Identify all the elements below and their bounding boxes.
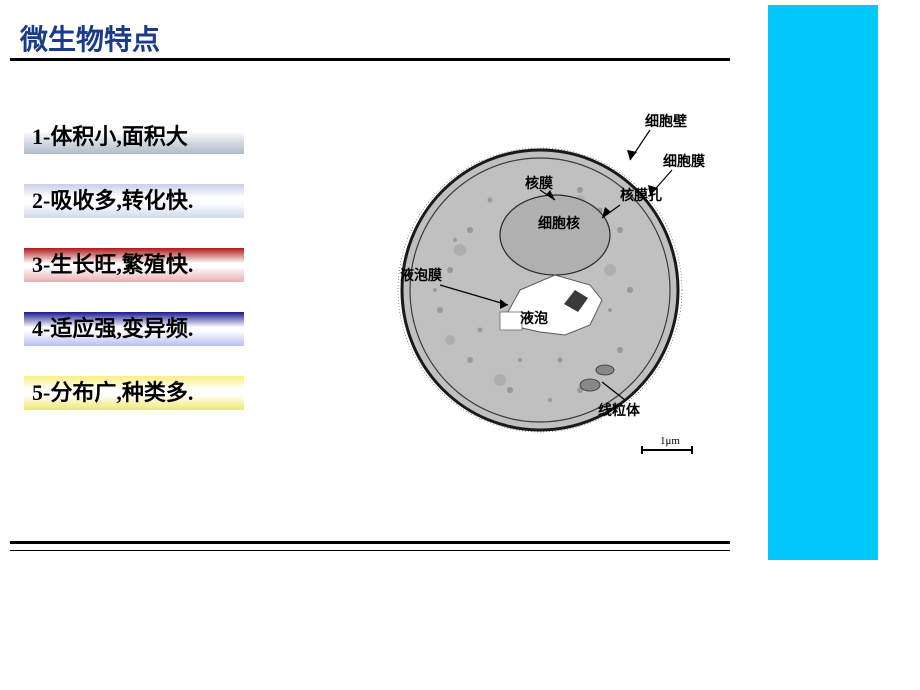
point-3: 3-生长旺,繁殖快. bbox=[24, 248, 244, 282]
label-mitochondria: 线粒体 bbox=[598, 402, 641, 419]
bottom-rule-thin bbox=[10, 550, 730, 551]
slide-content: 微生物特点 1-体积小,面积大 2-吸收多,转化快. 3-生长旺,繁殖快. 4-… bbox=[0, 0, 745, 560]
label-vacuole-membrane: 液泡膜 bbox=[400, 267, 442, 284]
bottom-rule-thick bbox=[10, 541, 730, 544]
label-nuclear-pore: 核膜孔 bbox=[620, 187, 662, 204]
label-nuclear-membrane: 核膜 bbox=[525, 175, 553, 192]
slide-title: 微生物特点 bbox=[20, 18, 160, 58]
scale-bar-label: 1μm bbox=[660, 435, 680, 447]
label-vacuole: 液泡 bbox=[520, 310, 548, 327]
label-cell-wall: 细胞壁 bbox=[645, 113, 687, 130]
cell-diagram: 细胞壁 细胞膜 核膜 核膜孔 细胞核 液泡膜 液泡 线粒体 1μm bbox=[380, 100, 730, 480]
label-nucleus: 细胞核 bbox=[538, 215, 580, 232]
title-underline bbox=[10, 58, 730, 61]
point-1: 1-体积小,面积大 bbox=[24, 120, 244, 154]
point-2: 2-吸收多,转化快. bbox=[24, 184, 244, 218]
point-5: 5-分布广,种类多. bbox=[24, 376, 244, 410]
right-sidebar bbox=[768, 5, 878, 560]
point-4: 4-适应强,变异频. bbox=[24, 312, 244, 346]
label-cell-membrane: 细胞膜 bbox=[663, 153, 705, 170]
